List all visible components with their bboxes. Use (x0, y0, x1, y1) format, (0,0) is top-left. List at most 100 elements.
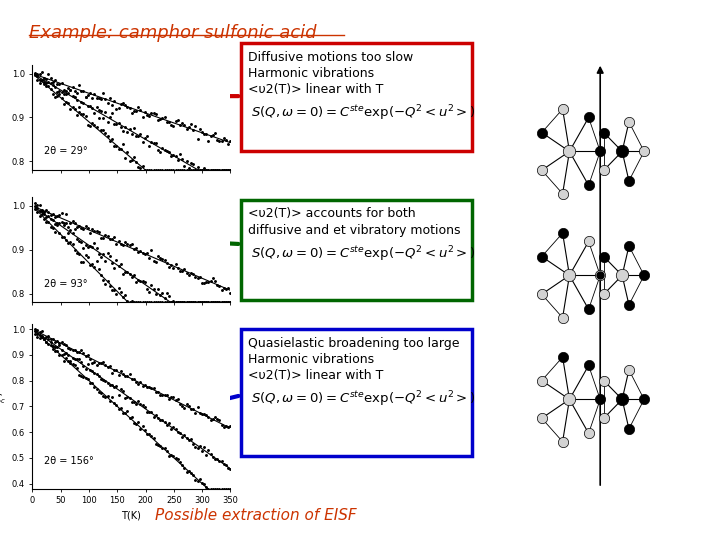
Point (155, 254, 166, 262)
Point (166, 166, 177, 174)
Point (115, 367, 127, 376)
Point (179, 298, 190, 307)
Point (639, 395, 650, 404)
Point (126, 240, 138, 248)
Point (189, 166, 201, 174)
Point (93, 249, 104, 258)
Point (76, 258, 87, 267)
Point (107, 101, 118, 110)
Point (220, 166, 232, 174)
Point (86, 379, 98, 388)
Point (78, 225, 89, 234)
Point (194, 125, 205, 134)
Point (200, 451, 212, 460)
Point (189, 408, 201, 417)
Point (89, 90, 100, 98)
Point (53, 90, 65, 98)
Text: Example: camphor sulfonic acid: Example: camphor sulfonic acid (29, 24, 316, 42)
Point (102, 392, 113, 400)
Point (150, 410, 161, 419)
Point (557, 105, 568, 113)
Point (45, 223, 56, 232)
Point (179, 463, 190, 472)
Point (176, 118, 188, 127)
Point (598, 413, 610, 422)
Point (210, 413, 221, 422)
Point (196, 479, 207, 488)
Point (93, 265, 104, 274)
Point (166, 450, 177, 459)
Point (109, 286, 120, 295)
Point (212, 166, 223, 174)
Point (55, 338, 67, 346)
Point (174, 267, 186, 276)
Point (172, 298, 184, 307)
Point (97, 376, 109, 384)
Point (78, 373, 89, 381)
Point (212, 298, 223, 307)
Point (51, 212, 63, 220)
Point (168, 452, 179, 461)
Point (183, 166, 194, 174)
Point (139, 278, 150, 287)
Point (132, 298, 144, 307)
Point (137, 298, 148, 307)
Point (170, 396, 181, 404)
Point (212, 455, 223, 463)
Point (115, 259, 127, 268)
Point (109, 383, 120, 391)
Point (170, 425, 181, 434)
Point (163, 292, 175, 300)
Point (214, 281, 225, 290)
Point (93, 359, 104, 367)
Point (122, 407, 133, 415)
Point (117, 139, 129, 148)
Point (155, 291, 166, 299)
Point (225, 422, 236, 430)
Point (185, 268, 197, 277)
Text: diffusive and et vibratory motions: diffusive and et vibratory motions (248, 224, 461, 237)
Point (168, 297, 179, 306)
Point (128, 398, 140, 407)
Point (150, 388, 161, 396)
Point (49, 347, 60, 355)
Point (32, 326, 43, 334)
Point (67, 240, 78, 248)
Point (170, 298, 181, 307)
Point (36, 206, 48, 214)
Point (174, 428, 186, 437)
Point (583, 113, 595, 122)
Point (34, 70, 45, 78)
Point (216, 137, 228, 145)
Point (107, 393, 118, 401)
Point (95, 374, 107, 383)
Point (102, 232, 113, 240)
Point (583, 181, 595, 190)
Point (102, 379, 113, 388)
Point (117, 408, 129, 417)
Point (89, 109, 100, 118)
Point (139, 107, 150, 116)
Point (117, 127, 129, 136)
Point (113, 237, 125, 245)
Point (196, 165, 207, 174)
Point (63, 238, 74, 247)
Point (212, 484, 223, 493)
Point (107, 381, 118, 389)
Point (157, 390, 168, 399)
Point (207, 274, 219, 282)
Point (95, 95, 107, 104)
Point (189, 475, 201, 484)
Point (135, 400, 146, 408)
Point (124, 413, 135, 422)
Point (183, 402, 194, 410)
Point (60, 235, 72, 244)
Point (187, 405, 199, 414)
Point (176, 460, 188, 469)
Point (222, 423, 234, 431)
Point (38, 80, 50, 89)
Point (63, 89, 74, 97)
Point (536, 252, 547, 261)
Point (95, 359, 107, 368)
Point (192, 166, 203, 174)
